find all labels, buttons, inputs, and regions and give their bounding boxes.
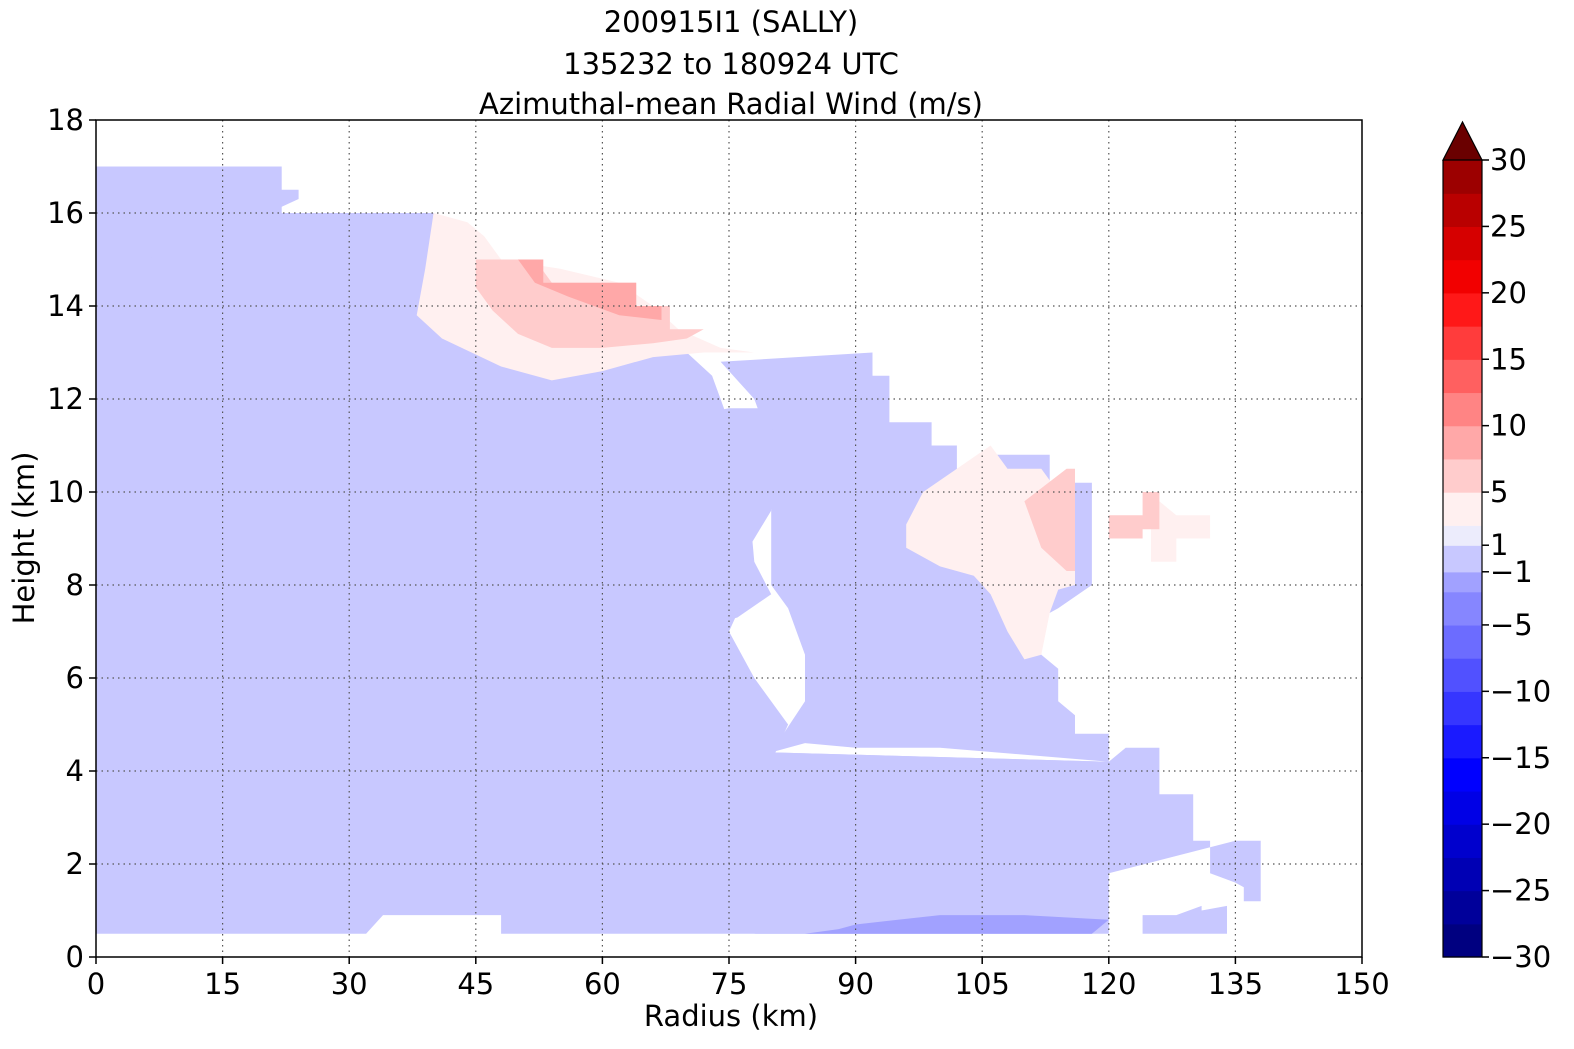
colorbar-tick-label: 15 <box>1490 342 1527 376</box>
colorbar-swatch <box>1443 292 1482 327</box>
heatmap-region-14 <box>1108 492 1160 539</box>
colorbar-tick-label: −15 <box>1490 741 1551 775</box>
colorbar-swatch <box>1443 724 1482 759</box>
y-tick-label: 16 <box>47 196 84 230</box>
y-tick-label: 8 <box>66 568 84 602</box>
x-tick-label: 105 <box>955 967 1010 1001</box>
y-tick-label: 2 <box>66 847 84 881</box>
grid-lines <box>96 120 1362 957</box>
heatmap-region-3 <box>96 515 231 725</box>
colorbar-tick-label: −20 <box>1490 807 1551 841</box>
colorbar-swatch <box>1443 790 1482 825</box>
colorbar-swatch <box>1443 458 1482 493</box>
colorbar-extend-arrow <box>1442 120 1483 161</box>
x-tick-label: 90 <box>837 967 874 1001</box>
colorbar-swatch <box>1443 624 1482 659</box>
heatmap-region-15 <box>518 259 662 320</box>
colorbar-swatch <box>1443 571 1482 593</box>
colorbar-tick-label: 1 <box>1490 528 1508 562</box>
heatmap-region-11 <box>1151 501 1211 562</box>
heatmap-region-2 <box>720 352 1109 762</box>
colorbar-tick-label: 20 <box>1490 276 1527 310</box>
y-tick-label: 4 <box>66 754 84 788</box>
colorbar-swatch <box>1443 425 1482 460</box>
colorbar-tick-label: −30 <box>1490 940 1551 974</box>
colorbar-swatch <box>1443 525 1482 546</box>
heatmap-region-6 <box>146 189 299 274</box>
y-tick-label: 14 <box>47 289 84 323</box>
colorbar-swatch <box>1443 492 1482 526</box>
colorbar-swatch <box>1443 359 1482 394</box>
x-tick-label: 75 <box>711 967 748 1001</box>
y-tick-label: 6 <box>66 661 84 695</box>
colorbar-swatch <box>1443 857 1482 892</box>
x-axis-label: Radius (km) <box>644 999 818 1033</box>
heatmap-region-4 <box>96 771 172 827</box>
colorbar-swatch <box>1443 392 1482 427</box>
colorbar-tick-label: 10 <box>1490 409 1527 443</box>
x-tick-label: 135 <box>1208 967 1263 1001</box>
chart-title-line-1: 200915I1 (SALLY) <box>604 5 859 39</box>
heatmap-region-13 <box>1024 468 1075 571</box>
colorbar-swatch <box>1443 923 1482 958</box>
x-tick-label: 60 <box>584 967 621 1001</box>
x-tick-label: 45 <box>457 967 494 1001</box>
chart-title-line-2: 135232 to 180924 UTC <box>563 47 899 81</box>
colorbar-swatch <box>1443 259 1482 294</box>
colorbar-swatch <box>1443 824 1482 858</box>
x-tick-label: 150 <box>1334 967 1389 1001</box>
y-tick-label: 18 <box>47 103 84 137</box>
heatmap-region-5 <box>323 408 789 809</box>
chart-title-line-3: Azimuthal-mean Radial Wind (m/s) <box>479 87 983 121</box>
colorbar-swatch <box>1443 545 1482 573</box>
colorbar-swatch <box>1443 326 1482 360</box>
heatmap-regions <box>96 166 1261 934</box>
heatmap-region-1 <box>771 747 1261 902</box>
colorbar-tick-label: −10 <box>1490 674 1551 708</box>
x-tick-label: 0 <box>87 967 105 1001</box>
colorbar-swatch <box>1443 658 1482 692</box>
y-axis-ticks: 0 2 4 6 8 10 12 14 16 18 <box>47 103 96 974</box>
y-tick-label: 12 <box>47 382 84 416</box>
colorbar-tick-label: −5 <box>1490 608 1533 642</box>
colorbar-swatch <box>1443 890 1482 925</box>
y-tick-label: 10 <box>47 475 84 509</box>
colorbar-swatch <box>1443 591 1482 626</box>
colorbar-tick-label: −25 <box>1490 874 1551 908</box>
colorbar-frame <box>1442 160 1483 958</box>
y-tick-label: 0 <box>66 940 84 974</box>
colorbar-tick-label: 25 <box>1490 209 1527 243</box>
colorbar-swatch <box>1443 757 1482 792</box>
colorbar-swatch <box>1443 160 1482 194</box>
x-tick-label: 120 <box>1081 967 1136 1001</box>
x-tick-label: 15 <box>204 967 241 1001</box>
colorbar-swatch <box>1443 226 1482 261</box>
colorbar-tick-label: 5 <box>1490 475 1508 509</box>
y-axis-label: Height (km) <box>7 452 41 625</box>
colorbar-swatch <box>1443 691 1482 726</box>
heatmap-region-8 <box>805 915 1109 934</box>
x-axis-ticks: 0 15 30 45 60 75 90 105 120 135 150 <box>87 957 1390 1001</box>
colorbar-swatch <box>1443 193 1482 228</box>
x-tick-label: 30 <box>331 967 368 1001</box>
colorbar-tick-label: 30 <box>1490 143 1527 177</box>
colorbar-tick-label: −1 <box>1490 555 1533 589</box>
